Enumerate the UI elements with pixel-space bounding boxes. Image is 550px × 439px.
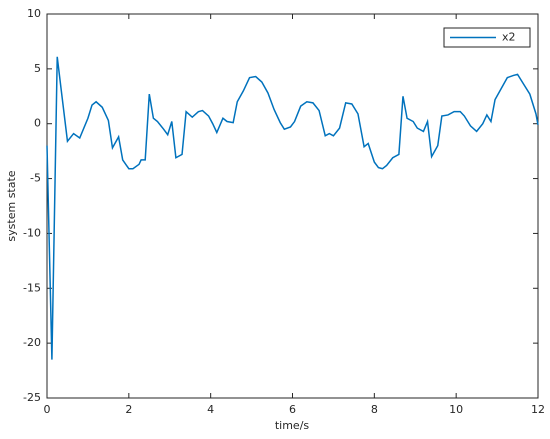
x-tick-label: 2	[125, 403, 132, 416]
y-tick-label: 0	[34, 117, 41, 130]
legend-label: x2	[502, 31, 516, 44]
x-axis-label: time/s	[275, 419, 310, 432]
x-tick-label: 8	[371, 403, 378, 416]
data-line	[46, 56, 539, 360]
plot-frame	[46, 13, 539, 399]
y-tick-label: 10	[27, 7, 41, 20]
x-tick-label: 10	[449, 403, 463, 416]
x-tick-label: 6	[289, 403, 296, 416]
y-tick-label: -20	[23, 336, 41, 349]
y-tick-label: -15	[23, 281, 41, 294]
y-tick-label: -10	[23, 226, 41, 239]
x-tick-label: 4	[207, 403, 214, 416]
y-tick-label: 5	[34, 62, 41, 75]
x-tick-label: 0	[44, 403, 51, 416]
y-tick-label: -5	[30, 172, 41, 185]
y-tick-label: -25	[23, 391, 41, 404]
y-axis-label: system state	[5, 170, 18, 241]
x-tick-label: 12	[531, 403, 545, 416]
